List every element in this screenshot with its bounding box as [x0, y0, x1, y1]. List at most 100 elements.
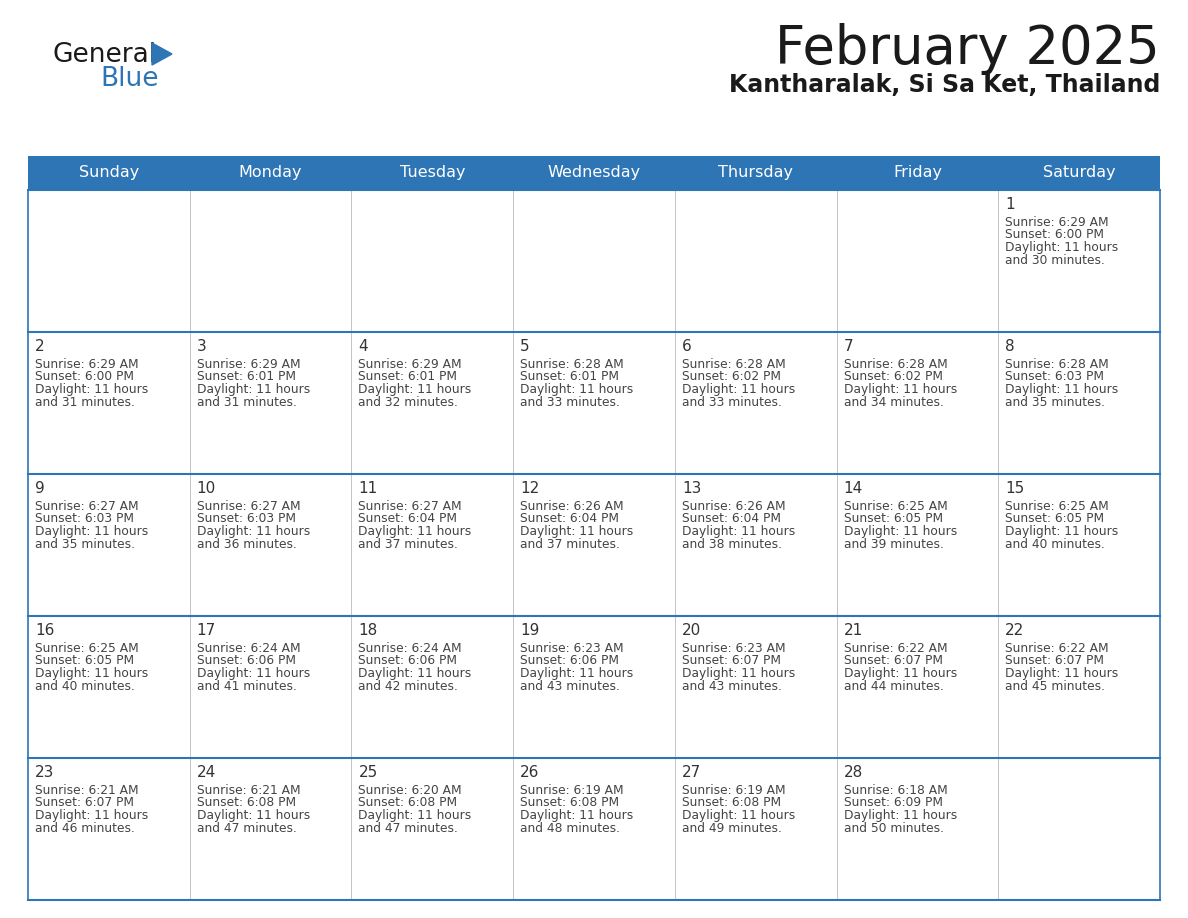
Text: Sunset: 6:00 PM: Sunset: 6:00 PM — [1005, 229, 1105, 241]
Text: and 37 minutes.: and 37 minutes. — [520, 538, 620, 551]
Text: Sunset: 6:06 PM: Sunset: 6:06 PM — [197, 655, 296, 667]
Bar — [513, 616, 675, 758]
Text: Sunset: 6:01 PM: Sunset: 6:01 PM — [520, 371, 619, 384]
Text: Sunset: 6:03 PM: Sunset: 6:03 PM — [34, 512, 134, 525]
Text: and 30 minutes.: and 30 minutes. — [1005, 253, 1105, 266]
Text: and 43 minutes.: and 43 minutes. — [682, 679, 782, 692]
Text: 13: 13 — [682, 481, 701, 496]
Text: Thursday: Thursday — [719, 165, 794, 181]
Text: 28: 28 — [843, 765, 862, 780]
Text: Daylight: 11 hours: Daylight: 11 hours — [520, 383, 633, 396]
Text: and 35 minutes.: and 35 minutes. — [34, 538, 135, 551]
Text: Sunset: 6:03 PM: Sunset: 6:03 PM — [197, 512, 296, 525]
Text: and 50 minutes.: and 50 minutes. — [843, 822, 943, 834]
Text: and 47 minutes.: and 47 minutes. — [359, 822, 459, 834]
Text: Sunset: 6:04 PM: Sunset: 6:04 PM — [520, 512, 619, 525]
Text: and 45 minutes.: and 45 minutes. — [1005, 679, 1105, 692]
Text: Sunset: 6:08 PM: Sunset: 6:08 PM — [359, 797, 457, 810]
Text: and 42 minutes.: and 42 minutes. — [359, 679, 459, 692]
Text: 5: 5 — [520, 339, 530, 354]
Text: Blue: Blue — [100, 66, 158, 92]
Text: and 44 minutes.: and 44 minutes. — [843, 679, 943, 692]
Text: Daylight: 11 hours: Daylight: 11 hours — [682, 383, 795, 396]
Text: Sunset: 6:02 PM: Sunset: 6:02 PM — [843, 371, 942, 384]
Bar — [998, 190, 1159, 332]
Bar — [675, 474, 836, 616]
Text: and 37 minutes.: and 37 minutes. — [359, 538, 459, 551]
Text: 14: 14 — [843, 481, 862, 496]
Text: Sunset: 6:07 PM: Sunset: 6:07 PM — [1005, 655, 1105, 667]
Text: 9: 9 — [34, 481, 45, 496]
Text: Sunset: 6:08 PM: Sunset: 6:08 PM — [682, 797, 781, 810]
Text: 23: 23 — [34, 765, 55, 780]
Text: Daylight: 11 hours: Daylight: 11 hours — [1005, 525, 1119, 538]
Bar — [190, 190, 352, 332]
Text: General: General — [52, 42, 156, 68]
Text: and 43 minutes.: and 43 minutes. — [520, 679, 620, 692]
Text: 22: 22 — [1005, 623, 1024, 638]
Text: 24: 24 — [197, 765, 216, 780]
Text: Sunset: 6:08 PM: Sunset: 6:08 PM — [520, 797, 619, 810]
Text: Sunset: 6:05 PM: Sunset: 6:05 PM — [1005, 512, 1105, 525]
Text: Daylight: 11 hours: Daylight: 11 hours — [520, 809, 633, 822]
Text: Sunrise: 6:20 AM: Sunrise: 6:20 AM — [359, 784, 462, 797]
Text: 3: 3 — [197, 339, 207, 354]
Bar — [836, 190, 998, 332]
Text: Sunrise: 6:24 AM: Sunrise: 6:24 AM — [197, 642, 301, 655]
Bar — [190, 332, 352, 474]
Text: 12: 12 — [520, 481, 539, 496]
Text: and 39 minutes.: and 39 minutes. — [843, 538, 943, 551]
Text: 10: 10 — [197, 481, 216, 496]
Text: and 35 minutes.: and 35 minutes. — [1005, 396, 1105, 409]
Text: and 41 minutes.: and 41 minutes. — [197, 679, 297, 692]
Text: Daylight: 11 hours: Daylight: 11 hours — [359, 383, 472, 396]
Text: Sunrise: 6:27 AM: Sunrise: 6:27 AM — [197, 500, 301, 513]
Text: Sunrise: 6:29 AM: Sunrise: 6:29 AM — [1005, 216, 1108, 229]
Text: Sunday: Sunday — [78, 165, 139, 181]
Text: Sunrise: 6:29 AM: Sunrise: 6:29 AM — [359, 358, 462, 371]
Bar — [29, 190, 190, 332]
Bar — [998, 332, 1159, 474]
Text: Daylight: 11 hours: Daylight: 11 hours — [34, 525, 148, 538]
Text: Daylight: 11 hours: Daylight: 11 hours — [682, 525, 795, 538]
Bar — [352, 616, 513, 758]
Text: 1: 1 — [1005, 197, 1015, 212]
Text: Sunset: 6:09 PM: Sunset: 6:09 PM — [843, 797, 942, 810]
Bar — [352, 474, 513, 616]
Bar — [675, 616, 836, 758]
Bar — [836, 616, 998, 758]
Text: Sunset: 6:01 PM: Sunset: 6:01 PM — [359, 371, 457, 384]
Text: Daylight: 11 hours: Daylight: 11 hours — [682, 667, 795, 680]
Text: 27: 27 — [682, 765, 701, 780]
Text: and 40 minutes.: and 40 minutes. — [34, 679, 135, 692]
Text: and 47 minutes.: and 47 minutes. — [197, 822, 297, 834]
Text: Sunrise: 6:25 AM: Sunrise: 6:25 AM — [34, 642, 139, 655]
Text: Sunrise: 6:29 AM: Sunrise: 6:29 AM — [34, 358, 139, 371]
Text: Sunrise: 6:23 AM: Sunrise: 6:23 AM — [520, 642, 624, 655]
Text: and 34 minutes.: and 34 minutes. — [843, 396, 943, 409]
Text: Daylight: 11 hours: Daylight: 11 hours — [197, 383, 310, 396]
Bar — [29, 156, 1159, 190]
Text: Daylight: 11 hours: Daylight: 11 hours — [843, 809, 956, 822]
Text: 11: 11 — [359, 481, 378, 496]
Text: February 2025: February 2025 — [776, 23, 1159, 75]
Bar — [998, 616, 1159, 758]
Text: 20: 20 — [682, 623, 701, 638]
Text: 26: 26 — [520, 765, 539, 780]
Text: Daylight: 11 hours: Daylight: 11 hours — [197, 667, 310, 680]
Text: Daylight: 11 hours: Daylight: 11 hours — [682, 809, 795, 822]
Text: Sunrise: 6:26 AM: Sunrise: 6:26 AM — [682, 500, 785, 513]
Text: Sunrise: 6:27 AM: Sunrise: 6:27 AM — [34, 500, 139, 513]
Bar — [190, 474, 352, 616]
Text: and 49 minutes.: and 49 minutes. — [682, 822, 782, 834]
Polygon shape — [152, 43, 172, 65]
Text: Sunrise: 6:25 AM: Sunrise: 6:25 AM — [1005, 500, 1110, 513]
Text: Sunset: 6:06 PM: Sunset: 6:06 PM — [520, 655, 619, 667]
Text: Daylight: 11 hours: Daylight: 11 hours — [34, 809, 148, 822]
Text: Daylight: 11 hours: Daylight: 11 hours — [843, 383, 956, 396]
Bar — [998, 474, 1159, 616]
Text: Daylight: 11 hours: Daylight: 11 hours — [359, 667, 472, 680]
Text: Sunrise: 6:24 AM: Sunrise: 6:24 AM — [359, 642, 462, 655]
Text: Sunset: 6:08 PM: Sunset: 6:08 PM — [197, 797, 296, 810]
Text: 16: 16 — [34, 623, 55, 638]
